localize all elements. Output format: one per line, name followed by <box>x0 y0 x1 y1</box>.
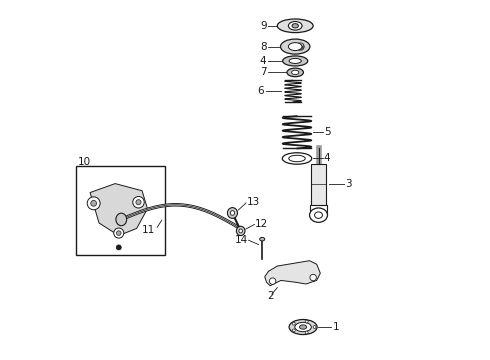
Text: 2: 2 <box>267 291 273 301</box>
Text: 9: 9 <box>260 21 267 31</box>
Bar <box>311 164 326 205</box>
Circle shape <box>305 331 308 334</box>
Polygon shape <box>265 261 320 286</box>
Ellipse shape <box>230 211 235 215</box>
Ellipse shape <box>315 212 322 219</box>
Ellipse shape <box>287 68 303 77</box>
Ellipse shape <box>280 39 310 54</box>
Ellipse shape <box>289 319 317 334</box>
Ellipse shape <box>277 19 313 33</box>
Text: 7: 7 <box>260 67 267 77</box>
Ellipse shape <box>260 237 265 241</box>
Text: 3: 3 <box>345 179 352 189</box>
Ellipse shape <box>292 70 299 75</box>
Text: 6: 6 <box>258 86 265 96</box>
Ellipse shape <box>295 322 311 332</box>
Ellipse shape <box>297 44 304 49</box>
Ellipse shape <box>296 43 304 47</box>
Bar <box>76 166 165 255</box>
Ellipse shape <box>299 325 307 329</box>
Ellipse shape <box>282 153 312 164</box>
Text: 8: 8 <box>260 42 267 51</box>
Text: 10: 10 <box>77 157 91 167</box>
Ellipse shape <box>289 58 301 63</box>
Circle shape <box>91 201 97 206</box>
Text: 5: 5 <box>324 127 331 137</box>
Circle shape <box>293 329 295 332</box>
Circle shape <box>116 245 122 250</box>
Circle shape <box>114 228 124 238</box>
Circle shape <box>293 322 295 325</box>
Polygon shape <box>90 184 147 235</box>
Circle shape <box>133 197 144 208</box>
Ellipse shape <box>292 24 298 28</box>
Text: 1: 1 <box>333 322 339 332</box>
Ellipse shape <box>297 45 304 50</box>
Text: 12: 12 <box>255 220 269 229</box>
Text: 14: 14 <box>235 234 248 244</box>
Ellipse shape <box>289 42 302 50</box>
Text: 4: 4 <box>324 153 331 163</box>
Ellipse shape <box>236 226 245 235</box>
Ellipse shape <box>289 155 305 162</box>
Circle shape <box>117 231 121 235</box>
Ellipse shape <box>289 22 302 30</box>
Text: 11: 11 <box>142 225 155 235</box>
Ellipse shape <box>283 56 308 66</box>
Circle shape <box>270 278 276 284</box>
Circle shape <box>310 274 317 281</box>
Text: 13: 13 <box>247 197 260 207</box>
Circle shape <box>87 197 100 210</box>
Ellipse shape <box>296 46 304 50</box>
Circle shape <box>313 325 316 328</box>
Ellipse shape <box>239 229 243 233</box>
Circle shape <box>136 200 141 205</box>
Ellipse shape <box>310 208 327 222</box>
Circle shape <box>305 320 308 323</box>
Ellipse shape <box>116 213 126 226</box>
Ellipse shape <box>297 44 304 48</box>
Ellipse shape <box>227 208 238 219</box>
Text: 4: 4 <box>260 56 267 66</box>
